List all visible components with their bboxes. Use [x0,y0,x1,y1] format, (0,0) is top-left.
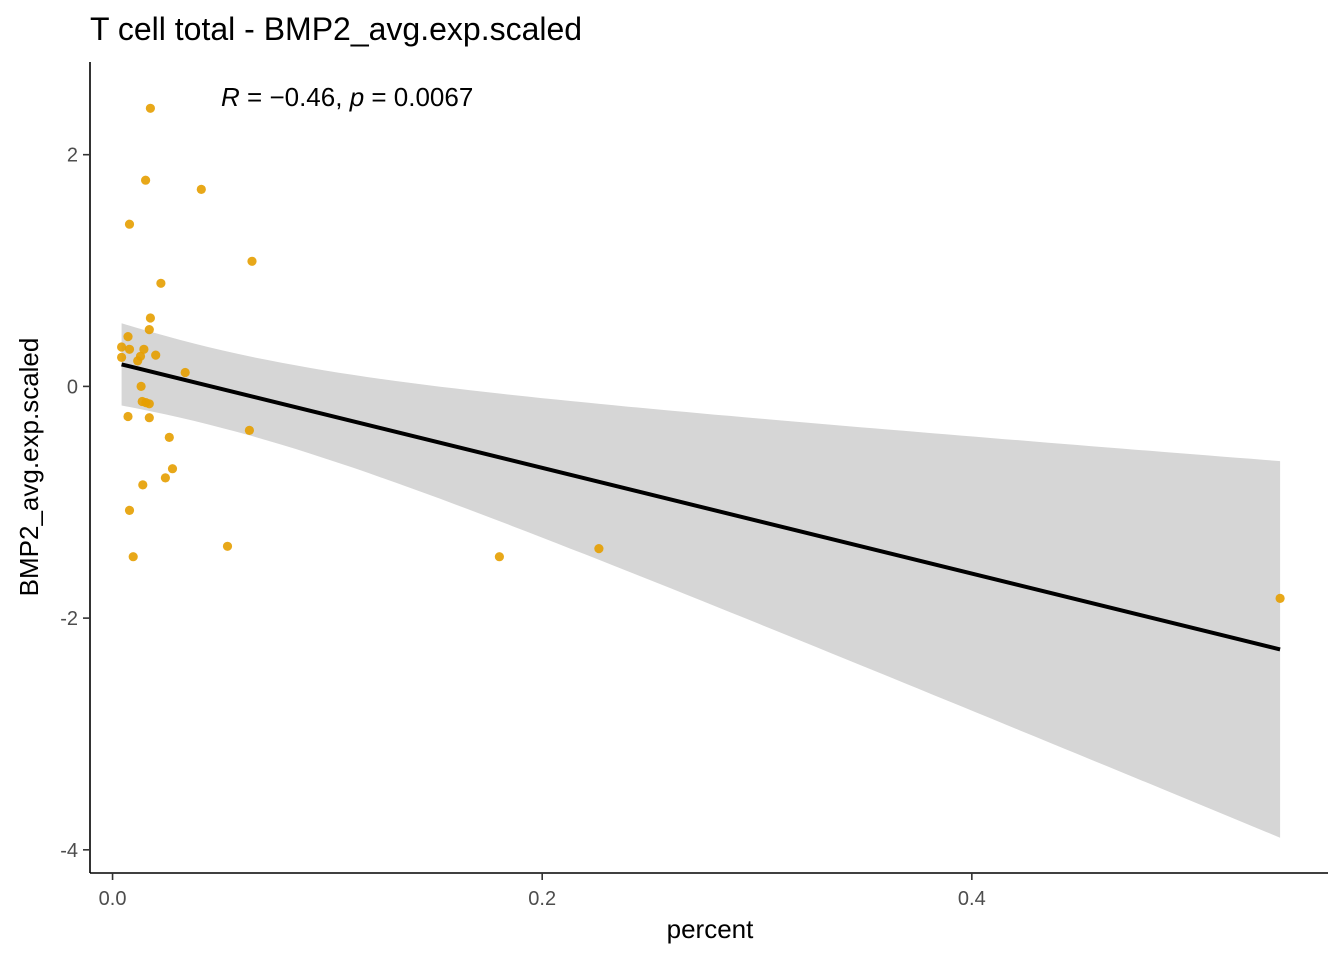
data-point [144,399,154,409]
chart-title: T cell total - BMP2_avg.exp.scaled [90,11,582,47]
data-point [124,219,135,229]
data-point [494,552,504,562]
data-point [247,256,257,266]
data-point [594,544,604,554]
data-point [145,103,155,113]
data-point [128,552,138,562]
data-points [117,103,1285,604]
data-point [164,432,174,442]
plot-panel: R = −0.46, p = 0.0067 [117,82,1285,838]
data-point [133,356,143,366]
y-tick-label: -4 [60,840,78,862]
data-point [124,344,135,354]
data-point [151,350,161,360]
data-point [136,381,146,391]
data-point [144,413,154,423]
p-value: = 0.0067 [364,82,473,112]
data-point [123,332,133,342]
data-point [117,352,127,362]
data-point [123,411,133,422]
data-point [139,344,149,354]
data-point [196,184,206,194]
x-tick-label: 0.4 [958,888,986,910]
axes: 0.0 0.2 0.4 -4 -2 0 2 [60,62,1328,910]
data-point [167,464,178,474]
data-point [180,367,190,378]
regression-line [121,362,1281,652]
r-value: = −0.46, [240,82,350,112]
x-tick-label: 0.0 [99,888,127,910]
y-tick-label: 0 [67,376,78,398]
y-axis-ticks: -4 -2 0 2 [60,145,90,862]
y-axis-title: BMP2_avg.exp.scaled [14,338,44,597]
y-tick-label: 2 [67,145,78,167]
data-point [144,325,154,335]
data-point [156,278,166,288]
data-point [222,541,233,551]
data-point [244,425,254,435]
y-tick-label: -2 [60,608,78,630]
p-symbol: p [349,82,364,112]
data-point [117,342,127,352]
data-point [145,313,155,323]
x-axis-title: percent [667,914,754,944]
data-point [1275,593,1285,604]
confidence-band [121,323,1281,838]
data-point [160,473,170,483]
data-point [124,505,135,515]
x-axis-ticks: 0.0 0.2 0.4 [99,873,986,910]
data-point [141,175,151,185]
data-point [138,480,148,490]
r-symbol: R [221,82,240,112]
correlation-annotation: R = −0.46, p = 0.0067 [221,82,473,112]
x-tick-label: 0.2 [528,888,556,910]
